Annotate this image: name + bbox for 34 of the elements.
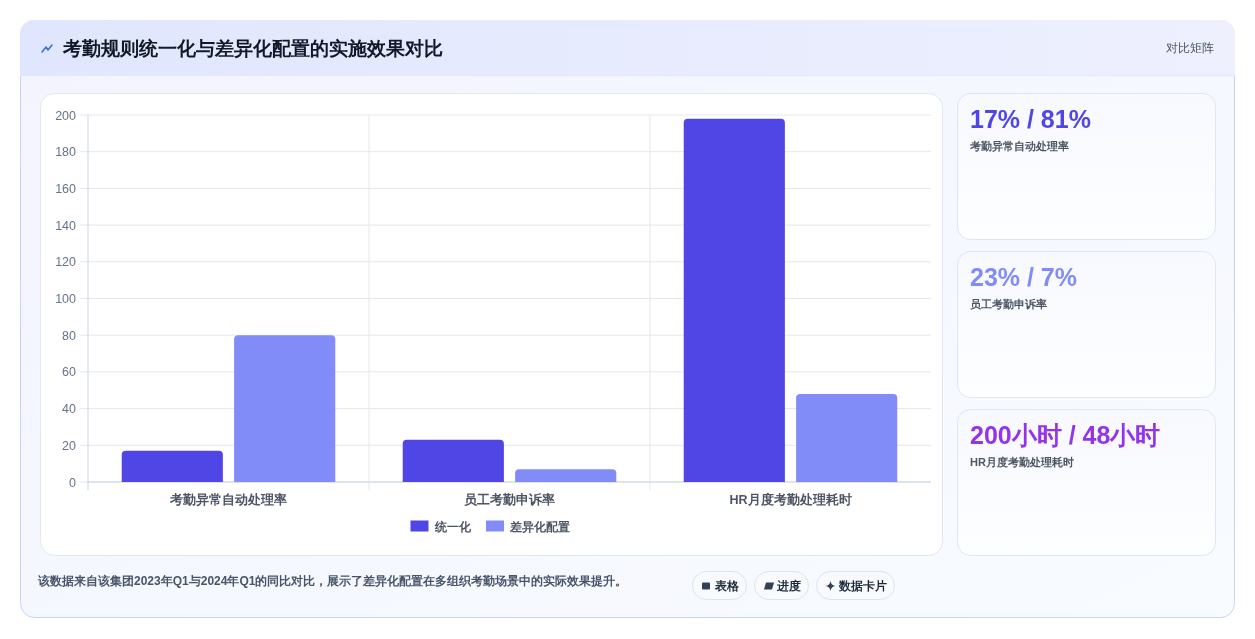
bar — [234, 335, 336, 482]
text: 表格 — [714, 579, 740, 592]
y-tick-label: 80 — [62, 328, 77, 343]
y-tick-label: 140 — [55, 218, 77, 233]
text: 对比矩阵 — [1166, 41, 1214, 55]
x-tick-label: HR月度考勤处理耗时 — [729, 492, 852, 507]
text: 23% / 7% — [970, 263, 1078, 291]
y-tick-label: 20 — [62, 438, 77, 453]
legend-label: 统一化 — [433, 519, 472, 534]
y-tick-label: 100 — [55, 292, 77, 306]
y-tick-label: 160 — [55, 181, 77, 196]
text: 数据卡片 — [838, 579, 887, 593]
y-tick-label: 120 — [55, 255, 77, 270]
text: 200小时 / 48小时 — [970, 421, 1161, 449]
bar — [402, 439, 504, 482]
text: HR月度考勤处理耗时 — [970, 456, 1074, 468]
y-tick-label: 200 — [55, 108, 77, 123]
bar — [515, 469, 617, 482]
text: 员工考勤申诉率 — [970, 298, 1047, 310]
x-tick-label: 考勤异常自动处理率 — [169, 492, 287, 507]
bar — [796, 393, 898, 482]
text: 进度 — [776, 579, 801, 592]
bar — [683, 118, 785, 482]
chart-title: 考勤规则统一化与差异化配置的实施效果对比 — [62, 38, 443, 59]
x-tick-label: 员工考勤申诉率 — [464, 492, 555, 507]
text: 17% / 81% — [970, 105, 1091, 133]
y-tick-label: 40 — [62, 402, 77, 417]
y-tick-label: 60 — [62, 365, 77, 380]
y-tick-label: 0 — [69, 475, 77, 490]
legend-label: 差异化配置 — [509, 519, 570, 534]
text: 该数据来自该集团2023年Q1与2024年Q1的同比对比，展示了差异化配置在多组织考勤场景中的实际效果提升。 — [37, 574, 628, 588]
text: 考勤异常自动处理率 — [969, 140, 1069, 152]
y-tick-label: 180 — [55, 145, 77, 160]
bar — [121, 450, 223, 482]
